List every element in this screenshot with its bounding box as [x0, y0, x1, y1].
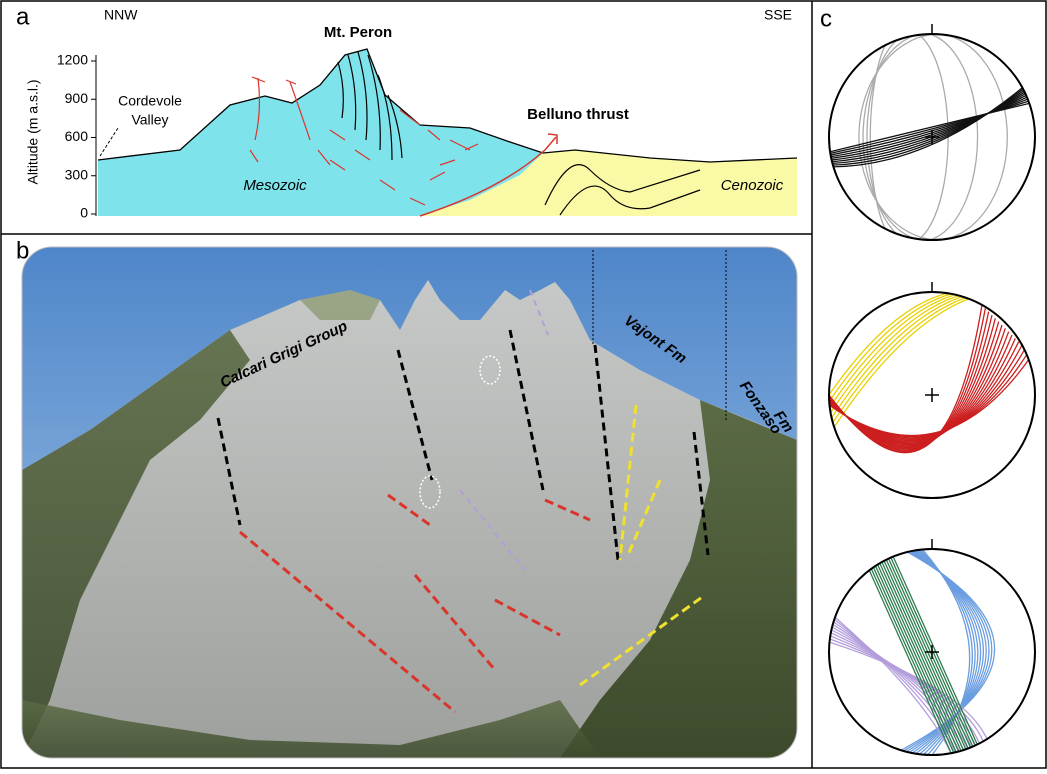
bedding	[337, 51, 701, 216]
y-tick-label: 1200	[57, 52, 88, 68]
panel-label: b	[16, 237, 29, 264]
great-circle	[829, 304, 983, 454]
center-cross	[925, 388, 939, 402]
great-circle	[829, 292, 1033, 436]
great-circle	[829, 634, 984, 755]
unit-label: Mesozoic	[243, 177, 307, 194]
center-cross	[925, 130, 939, 144]
valley-label: Valley	[131, 112, 168, 128]
great-circle	[829, 328, 1006, 446]
great-circle	[829, 98, 1035, 155]
direction-label: SSE	[764, 7, 792, 23]
great-circle	[829, 76, 1035, 168]
great-circle	[898, 34, 949, 240]
cenozoic-unit	[420, 150, 797, 216]
great-circle	[883, 553, 975, 755]
y-tick-label: 0	[80, 205, 88, 221]
great-circle	[829, 292, 999, 403]
great-circle	[866, 553, 959, 755]
great-circle	[864, 553, 956, 755]
center-cross	[925, 645, 939, 659]
great-circle	[829, 628, 975, 755]
great-circle	[913, 34, 979, 240]
thrust-fault	[419, 133, 558, 217]
great-circle	[829, 318, 996, 449]
great-circle	[829, 614, 958, 755]
great-circle	[829, 292, 1006, 409]
y-tick-label: 600	[65, 128, 89, 144]
unit-label: Cenozoic	[721, 177, 784, 194]
great-circle	[941, 34, 1035, 240]
great-circle	[861, 553, 953, 755]
peak-label: Mt. Peron	[324, 24, 392, 41]
thrust-label: Belluno thrust	[527, 106, 629, 123]
mesozoic-unit	[98, 49, 543, 216]
great-circle	[829, 292, 993, 396]
great-circle	[877, 553, 969, 755]
panel-label: a	[16, 3, 30, 30]
great-circle	[869, 553, 961, 755]
photo	[22, 247, 797, 758]
panel-label: c	[820, 5, 832, 32]
cross-section: a NNW SSE Mt. Peron Cordevole Valley Bel…	[16, 3, 798, 221]
faults	[249, 76, 479, 206]
y-tick-label: 300	[65, 166, 89, 182]
great-circle	[875, 553, 967, 755]
great-circle	[880, 553, 972, 755]
great-circle	[829, 101, 1035, 153]
valley-label: Cordevole	[118, 93, 182, 109]
great-circle	[888, 553, 980, 755]
great-circle	[829, 354, 1033, 436]
great-circle	[829, 292, 1013, 416]
y-tick-label: 900	[65, 90, 89, 106]
direction-label: NNW	[104, 7, 138, 23]
great-circle	[829, 611, 953, 755]
valley-leader	[99, 127, 119, 157]
great-circle	[927, 34, 1008, 240]
stereonets	[828, 24, 1036, 756]
axis-title: Altitude (m a.s.l.)	[25, 79, 41, 184]
stereonet	[829, 292, 1033, 454]
great-circle	[829, 292, 1019, 423]
great-circle	[869, 34, 913, 240]
great-circle	[891, 553, 983, 755]
great-circle	[872, 553, 964, 755]
great-circle	[829, 292, 1026, 429]
photo-border	[21, 246, 798, 759]
stereonet	[829, 549, 996, 755]
